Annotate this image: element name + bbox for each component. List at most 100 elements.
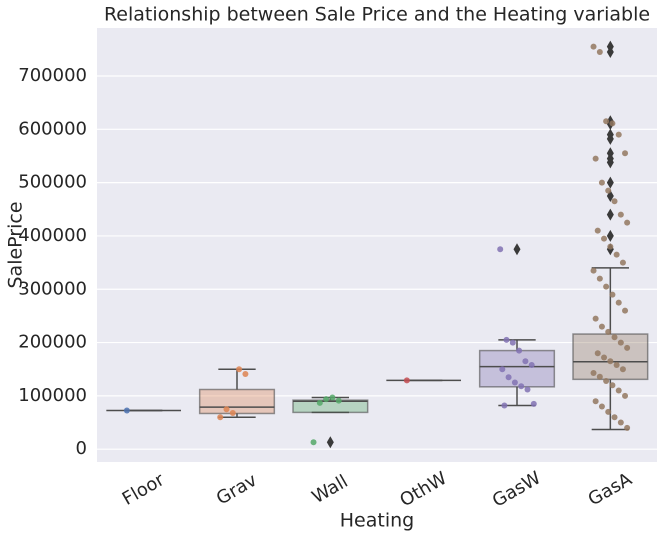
strip-point — [624, 344, 631, 351]
strip-point — [622, 307, 629, 314]
flier — [326, 436, 334, 449]
strip-point — [624, 219, 631, 226]
strip-point — [223, 406, 230, 413]
y-tick-label: 600000 — [18, 118, 87, 139]
x-tick-label: Grav — [213, 470, 261, 510]
strip-point — [598, 403, 605, 410]
strip-point — [518, 383, 525, 390]
y-tick-label: 0 — [76, 438, 87, 459]
y-tick-label: 700000 — [18, 65, 87, 86]
strip-point — [619, 366, 626, 373]
y-tick-label: 500000 — [18, 172, 87, 193]
strip-point — [329, 394, 336, 401]
x-tick-label: Wall — [309, 471, 352, 508]
box — [572, 333, 649, 381]
strip-point — [605, 328, 612, 335]
strip-point — [310, 439, 317, 446]
flier — [513, 243, 521, 256]
strip-point — [217, 414, 224, 421]
x-tick-label: Floor — [119, 469, 169, 510]
strip-point — [403, 377, 410, 384]
strip-point — [596, 275, 603, 282]
strip-point — [592, 398, 599, 405]
strip-point — [524, 386, 531, 393]
x-tick-label: GasA — [585, 468, 637, 510]
strip-point — [611, 414, 618, 421]
strip-point — [323, 396, 330, 403]
strip-point — [603, 283, 610, 290]
strip-point — [530, 400, 537, 407]
strip-point — [601, 235, 608, 242]
strip-point — [596, 48, 603, 55]
flier — [606, 176, 614, 189]
strip-point — [615, 131, 622, 138]
strip-point — [603, 118, 610, 125]
strip-point — [594, 227, 601, 234]
strip-point — [617, 211, 624, 218]
x-tick-label: OthW — [396, 468, 450, 512]
strip-point — [511, 379, 518, 386]
strip-point — [505, 374, 512, 381]
strip-point — [609, 120, 616, 127]
strip-point — [603, 377, 610, 384]
flier — [606, 229, 614, 242]
strip-point — [590, 369, 597, 376]
strip-point — [615, 299, 622, 306]
strip-point — [622, 150, 629, 157]
x-tick-label: GasW — [489, 467, 545, 511]
strip-point — [617, 419, 624, 426]
strip-point — [609, 291, 616, 298]
strip-point — [613, 251, 620, 258]
strip-point — [242, 371, 249, 378]
strip-point — [509, 339, 516, 346]
strip-point — [609, 382, 616, 389]
y-axis-label: SalePrice — [5, 201, 27, 288]
strip-point — [607, 243, 614, 250]
strip-point — [605, 187, 612, 194]
strip-point — [503, 336, 510, 343]
strip-point — [596, 373, 603, 380]
strip-point — [590, 267, 597, 274]
strip-point — [528, 361, 535, 368]
y-tick-label: 400000 — [18, 225, 87, 246]
strip-point — [592, 155, 599, 162]
strip-point — [598, 323, 605, 330]
strip-point — [316, 399, 323, 406]
strip-point — [622, 392, 629, 399]
strip-point — [605, 408, 612, 415]
strip-point — [522, 358, 529, 365]
strip-point — [592, 315, 599, 322]
strip-point — [619, 259, 626, 266]
strip-point — [229, 409, 236, 416]
box — [292, 399, 369, 414]
strip-point — [335, 397, 342, 404]
strip-point — [624, 424, 631, 431]
strip-point — [601, 354, 608, 361]
strip-point — [607, 358, 614, 365]
strip-point — [611, 198, 618, 205]
strip-point — [611, 334, 618, 341]
plot-area — [97, 28, 657, 462]
strip-point — [594, 350, 601, 357]
strip-point — [501, 402, 508, 409]
strip-point — [615, 387, 622, 394]
y-tick-label: 300000 — [18, 278, 87, 299]
strip-point — [123, 407, 130, 414]
x-axis-label: Heating — [340, 510, 414, 532]
strip-point — [497, 246, 504, 253]
strip-point — [516, 347, 523, 354]
flier — [606, 156, 614, 169]
y-tick-label: 200000 — [18, 332, 87, 353]
flier — [606, 45, 614, 58]
chart-title: Relationship between Sale Price and the … — [104, 4, 650, 26]
box — [198, 388, 276, 415]
strip-point — [598, 179, 605, 186]
flier — [606, 132, 614, 145]
strip-point — [236, 366, 243, 373]
strip-point — [613, 361, 620, 368]
flier — [606, 208, 614, 221]
strip-point — [590, 43, 597, 50]
strip-point — [617, 339, 624, 346]
strip-point — [499, 366, 506, 373]
